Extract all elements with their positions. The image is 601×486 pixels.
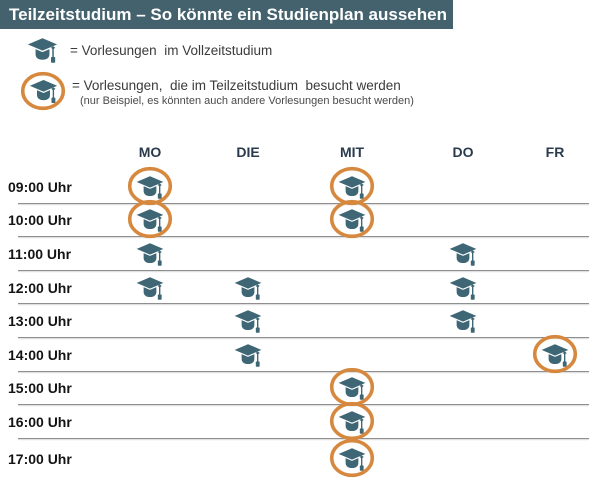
graduation-cap-icon — [24, 36, 61, 64]
time-label: 14:00 Uhr — [8, 346, 72, 363]
time-label: 09:00 Uhr — [8, 178, 72, 195]
graduation-cap-icon — [440, 300, 486, 342]
time-label: 17:00 Uhr — [8, 450, 72, 467]
row-separator — [18, 404, 589, 406]
time-label: 16:00 Uhr — [8, 413, 72, 430]
schedule-row: 13:00 Uhr — [0, 304, 601, 338]
legend-parttime-note: (nur Beispiel, es könnten auch andere Vo… — [80, 95, 414, 107]
legend-parttime-label: = Vorlesungen, die im Teilzeitstudium be… — [72, 78, 401, 93]
graduation-cap-circled-icon — [20, 71, 66, 111]
legend-fulltime-label: = Vorlesungen im Vollzeitstudium — [70, 43, 273, 58]
row-separator — [18, 202, 589, 204]
time-label: 12:00 Uhr — [8, 279, 72, 296]
graduation-cap-icon — [440, 233, 486, 275]
schedule-row: 09:00 Uhr — [0, 166, 601, 205]
schedule-row: 11:00 Uhr — [0, 237, 601, 271]
time-label: 11:00 Uhr — [8, 245, 72, 262]
graduation-cap-circled-icon — [127, 199, 173, 241]
time-label: 15:00 Uhr — [8, 380, 72, 397]
schedule-row: 16:00 Uhr — [0, 401, 601, 441]
graduation-cap-circled-icon — [532, 334, 578, 376]
schedule-row: 17:00 Uhr — [0, 438, 601, 480]
row-separator — [18, 269, 589, 271]
time-label: 13:00 Uhr — [8, 313, 72, 330]
day-label-mit: MIT — [339, 144, 365, 160]
day-label-mo: MO — [138, 144, 162, 160]
row-separator — [18, 303, 589, 305]
graduation-cap-icon — [225, 300, 271, 342]
graduation-cap-circled-icon — [329, 401, 375, 443]
schedule-row: 15:00 Uhr — [0, 368, 601, 407]
time-label: 10:00 Uhr — [8, 212, 72, 229]
day-label-do: DO — [452, 144, 474, 160]
schedule-row: 12:00 Uhr — [0, 271, 601, 305]
graduation-cap-circled-icon — [329, 438, 375, 480]
row-separator — [18, 336, 589, 338]
title-bar: Teilzeitstudium – So könnte ein Studienp… — [0, 0, 453, 29]
day-label-die: DIE — [236, 144, 260, 160]
graduation-cap-icon — [127, 267, 173, 309]
row-separator — [18, 236, 589, 238]
graduation-cap-icon — [440, 267, 486, 309]
row-separator — [18, 437, 589, 439]
graduation-cap-icon — [225, 267, 271, 309]
graduation-cap-icon — [127, 233, 173, 275]
graduation-cap-icon — [225, 334, 271, 376]
schedule-row: 10:00 Uhr — [0, 200, 601, 239]
page-title: Teilzeitstudium – So könnte ein Studienp… — [9, 5, 447, 24]
row-separator — [18, 370, 589, 372]
graduation-cap-circled-icon — [329, 199, 375, 241]
schedule-row: 14:00 Uhr — [0, 334, 601, 373]
day-label-fr: FR — [545, 144, 565, 160]
